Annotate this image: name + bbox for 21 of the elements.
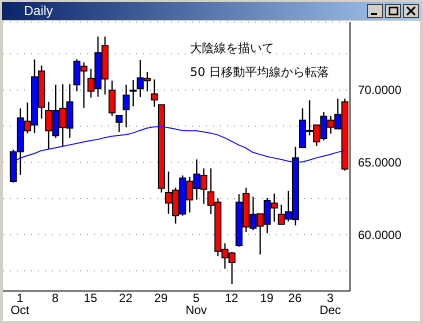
candlestick — [116, 114, 123, 133]
y-tick-label: 70.0000 — [358, 83, 402, 98]
candlestick — [108, 80, 116, 117]
x-tick-label: 5 Nov — [186, 291, 207, 317]
candlestick — [122, 84, 130, 128]
x-tick-label: 8 — [52, 291, 59, 305]
annotation: 大陰線を描いて — [190, 40, 274, 57]
candlestick — [130, 79, 137, 107]
x-tick-label: 19 — [260, 291, 274, 305]
x-tick-label: 1 Oct — [10, 291, 30, 317]
x-tick-label: 3 Dec — [320, 291, 341, 317]
y-tick-label: 65.0000 — [358, 156, 402, 170]
chart-title: Daily — [24, 3, 53, 18]
candlestick — [150, 78, 158, 108]
x-tick-label: 22 — [119, 291, 133, 305]
x-tick-label: 26 — [288, 291, 302, 305]
annotation: 50 日移動平均線から転落 — [190, 64, 330, 81]
x-tick-label: 15 — [84, 291, 98, 305]
x-tick-label: 29 — [154, 291, 168, 305]
y-tick-label: 60.0000 — [358, 228, 402, 242]
x-tick-label: 12 — [224, 291, 239, 305]
